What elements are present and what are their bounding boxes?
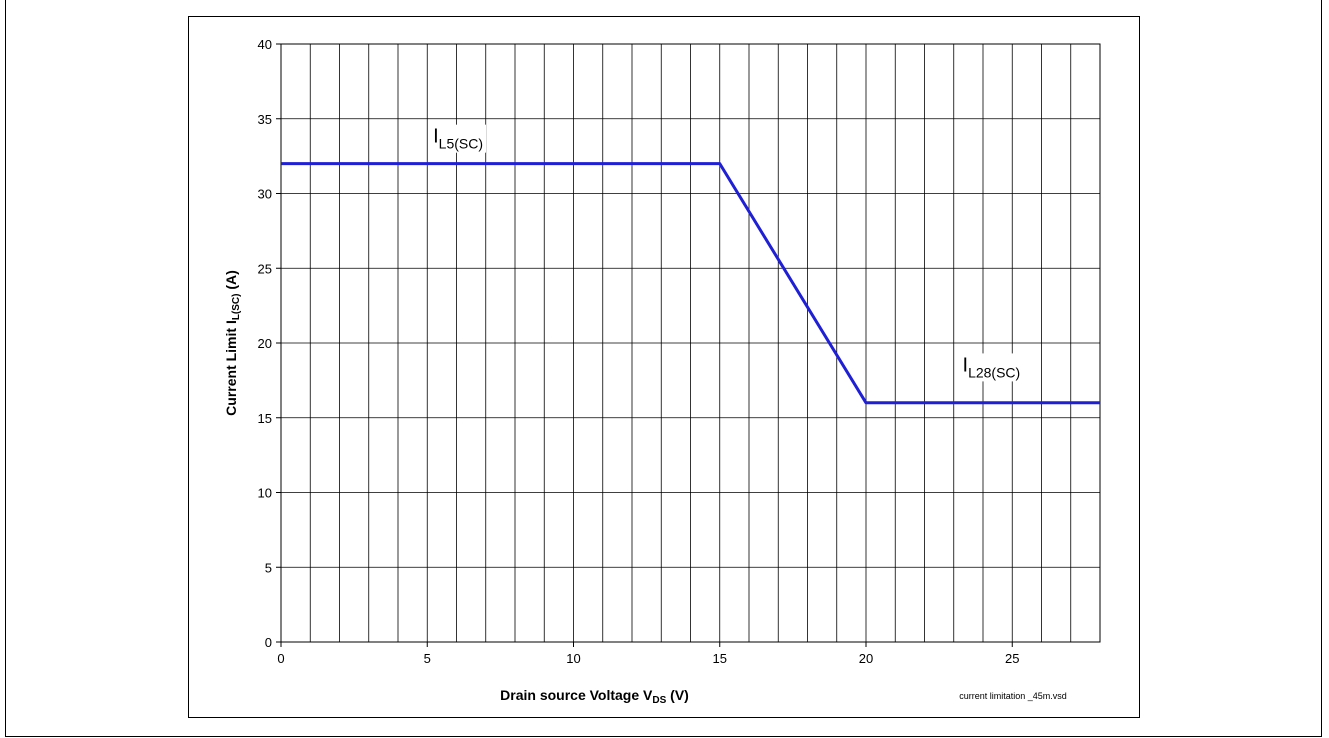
annotation-label: IL5(SC): [430, 124, 487, 153]
x-tick-label: 20: [859, 651, 873, 666]
source-file-footnote: current limitation _45m.vsd: [959, 691, 1067, 701]
annotation-layer: IL5(SC)IL28(SC): [430, 124, 1024, 382]
annotation-text: IL28(SC): [963, 354, 1021, 380]
y-axis-title-sub: L(SC): [231, 293, 242, 320]
annotation-sub: L28(SC): [968, 364, 1020, 380]
y-tick-label: 25: [258, 261, 272, 276]
x-axis-title: Drain source Voltage VDS (V): [500, 687, 689, 706]
x-axis-title-sub: DS: [652, 695, 666, 706]
x-axis-title-main: Drain source Voltage V: [500, 687, 653, 703]
y-tick-label: 35: [258, 112, 272, 127]
annotation-text: IL5(SC): [433, 126, 483, 152]
x-tick-label: 25: [1005, 651, 1019, 666]
chart-frame: [188, 16, 1140, 718]
grid-lines: [281, 44, 1100, 642]
series-line: [281, 162, 1100, 405]
y-axis-title-main: Current Limit I: [223, 320, 239, 416]
y-tick-label: 0: [265, 635, 272, 650]
y-axis-title: Current Limit IL(SC) (A): [223, 270, 242, 416]
tick-labels: 0 5 10 15 20 25 0 5 10 15 20 25 30 35 40: [258, 37, 1020, 666]
y-axis-title-tail: (A): [223, 270, 239, 293]
y-tick-label: 5: [265, 560, 272, 575]
annotation-bg: [430, 124, 487, 153]
y-tick-label: 40: [258, 37, 272, 52]
series-layer: [281, 162, 1100, 405]
x-tick-label: 15: [713, 651, 727, 666]
x-axis-title-tail: (V): [666, 687, 689, 703]
y-tick-label: 20: [258, 336, 272, 351]
annotation-main: I: [433, 126, 439, 148]
annotation-sub: L5(SC): [439, 136, 483, 152]
axis-ticks: [276, 43, 1013, 647]
y-axis-title-group: Current Limit IL(SC) (A): [223, 270, 242, 416]
annotation-main: I: [963, 354, 969, 376]
y-tick-label: 10: [258, 486, 272, 501]
page-frame: [5, 0, 1322, 737]
x-tick-label: 0: [277, 651, 284, 666]
annotation-label: IL28(SC): [959, 353, 1024, 382]
y-tick-label: 15: [258, 411, 272, 426]
x-tick-label: 5: [424, 651, 431, 666]
annotation-bg: [959, 353, 1024, 382]
y-tick-label: 30: [258, 187, 272, 202]
x-tick-label: 10: [566, 651, 580, 666]
